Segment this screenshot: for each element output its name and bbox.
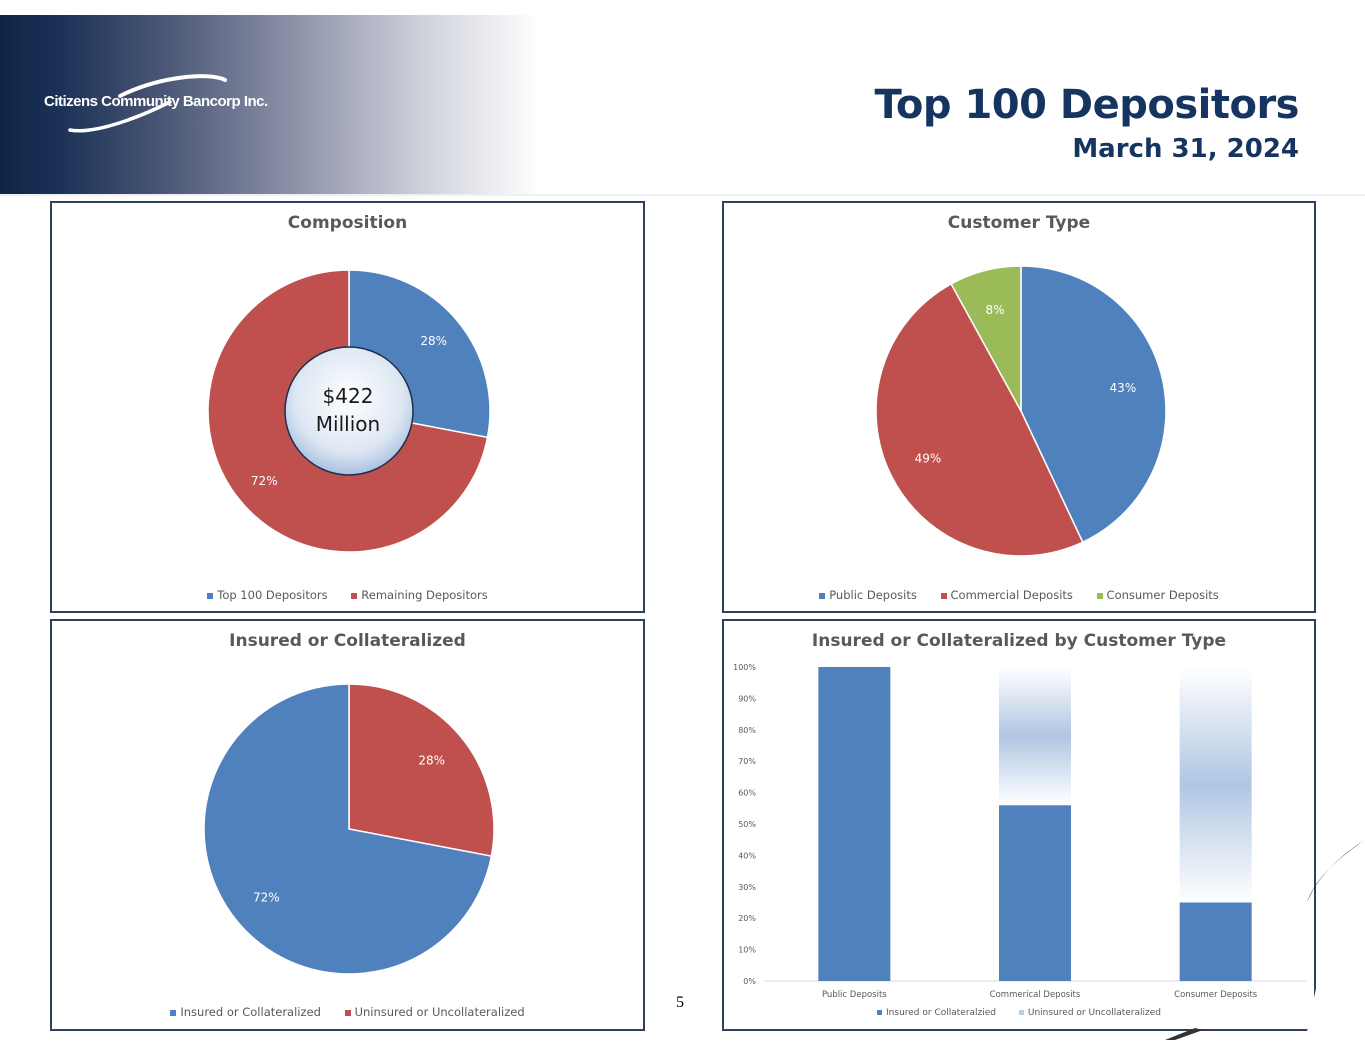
pie-slice bbox=[203, 683, 493, 975]
bar-insured bbox=[1179, 902, 1252, 981]
page-date: March 31, 2024 bbox=[1072, 134, 1299, 164]
chart-legend: Insured or Collateralzied Uninsured or U… bbox=[724, 1008, 1314, 1018]
data-label: 72% bbox=[253, 890, 280, 904]
composition-chart-panel: Composition 28% 72% $422 Million Top 100 … bbox=[50, 201, 645, 613]
data-label: 43% bbox=[1110, 381, 1137, 395]
legend-label: Uninsured or Uncollateralized bbox=[354, 1005, 525, 1019]
y-tick-label: 60% bbox=[738, 789, 756, 798]
legend-item: Top 100 Depositors bbox=[207, 588, 328, 602]
y-tick-label: 70% bbox=[738, 757, 756, 766]
legend-label: Uninsured or Uncollateralized bbox=[1027, 1008, 1161, 1018]
legend-item: Uninsured or Uncollateralized bbox=[1018, 1008, 1161, 1018]
y-tick-label: 90% bbox=[738, 694, 756, 703]
data-label: 28% bbox=[418, 754, 445, 768]
legend-item: Consumer Deposits bbox=[1096, 588, 1219, 602]
legend-label: Consumer Deposits bbox=[1106, 588, 1219, 602]
pie-slice bbox=[950, 265, 1022, 412]
bar-insured bbox=[818, 667, 891, 981]
data-label: 72% bbox=[251, 474, 278, 488]
donut-center-label: $422 Million bbox=[298, 382, 398, 438]
chart-title: Composition bbox=[287, 213, 408, 233]
y-tick-label: 30% bbox=[738, 883, 756, 892]
x-tick-label: Commerical Deposits bbox=[990, 990, 1081, 1000]
legend-label: Insured or Collateralzied bbox=[886, 1008, 997, 1018]
customer-type-pie-chart: 43% 49% 8% bbox=[875, 265, 1167, 557]
composition-pie-chart: 28% 72% bbox=[207, 269, 491, 553]
legend-label: Commercial Deposits bbox=[950, 588, 1073, 602]
x-tick-label: Consumer Deposits bbox=[1174, 990, 1258, 1000]
insured-by-type-chart-panel: Insured or Collateralized by Customer Ty… bbox=[722, 619, 1316, 1031]
y-tick-label: 50% bbox=[738, 820, 756, 829]
data-label: 8% bbox=[986, 303, 1005, 317]
legend-item: Uninsured or Uncollateralized bbox=[344, 1005, 525, 1019]
legend-item: Insured or Collateralzied bbox=[877, 1008, 996, 1018]
y-tick-label: 20% bbox=[738, 914, 756, 923]
legend-item: Insured or Collateralized bbox=[170, 1005, 321, 1019]
chart-title: Insured or Collateralized by Customer Ty… bbox=[811, 631, 1227, 651]
data-label: 49% bbox=[915, 451, 942, 465]
header-divider bbox=[0, 194, 1365, 196]
bar-uninsured bbox=[1179, 667, 1252, 903]
legend-label: Public Deposits bbox=[829, 588, 917, 602]
center-label-unit: Million bbox=[315, 412, 381, 436]
insured-chart-panel: Insured or Collateralized 28% 72% Insured… bbox=[50, 619, 645, 1031]
legend-label: Insured or Collateralized bbox=[180, 1005, 321, 1019]
bar-insured bbox=[999, 805, 1071, 981]
company-logo-text: Citizens Community Bancorp Inc. bbox=[44, 93, 268, 110]
y-tick-label: 40% bbox=[738, 851, 756, 860]
y-tick-label: 10% bbox=[738, 946, 756, 955]
center-label-amount: $422 bbox=[322, 384, 374, 408]
x-tick-label: Public Deposits bbox=[822, 990, 887, 1000]
legend-label: Top 100 Depositors bbox=[217, 588, 328, 602]
y-tick-label: 100% bbox=[733, 663, 756, 672]
chart-legend: Public Deposits Commercial Deposits Cons… bbox=[724, 588, 1314, 602]
legend-item: Commercial Deposits bbox=[940, 588, 1073, 602]
insured-by-type-bar-chart: 0% 10% 20% 30% 40% 50% 60% 70% 80% 90% 100% Public … bbox=[733, 663, 1306, 1000]
logo-swoosh-icon bbox=[68, 74, 227, 133]
chart-legend: Top 100 Depositors Remaining Depositors bbox=[52, 588, 643, 602]
data-label: 28% bbox=[420, 334, 447, 348]
header-band bbox=[0, 15, 540, 195]
donut-center-bubble bbox=[284, 346, 414, 476]
legend-label: Remaining Depositors bbox=[361, 588, 488, 602]
page-curl-shadow-decoration bbox=[1165, 1028, 1203, 1040]
page-curl-decoration bbox=[1305, 840, 1365, 1040]
chart-legend: Insured or Collateralized Uninsured or U… bbox=[52, 1005, 643, 1019]
y-tick-label: 0% bbox=[743, 977, 756, 986]
page-number: 5 bbox=[676, 994, 684, 1011]
pie-slice bbox=[1020, 265, 1167, 544]
bar-uninsured bbox=[999, 667, 1071, 806]
pie-slice bbox=[348, 683, 495, 858]
customer-type-chart-panel: Customer Type 43% 49% 8% Public Deposits C… bbox=[722, 201, 1316, 613]
insured-pie-chart: 28% 72% bbox=[203, 683, 495, 975]
y-tick-label: 80% bbox=[738, 726, 756, 735]
pie-slice bbox=[875, 282, 1084, 557]
chart-title: Insured or Collateralized bbox=[229, 631, 466, 651]
page-title: Top 100 Depositors bbox=[874, 82, 1299, 128]
legend-item: Public Deposits bbox=[819, 588, 917, 602]
chart-title: Customer Type bbox=[947, 213, 1091, 233]
legend-item: Remaining Depositors bbox=[351, 588, 488, 602]
